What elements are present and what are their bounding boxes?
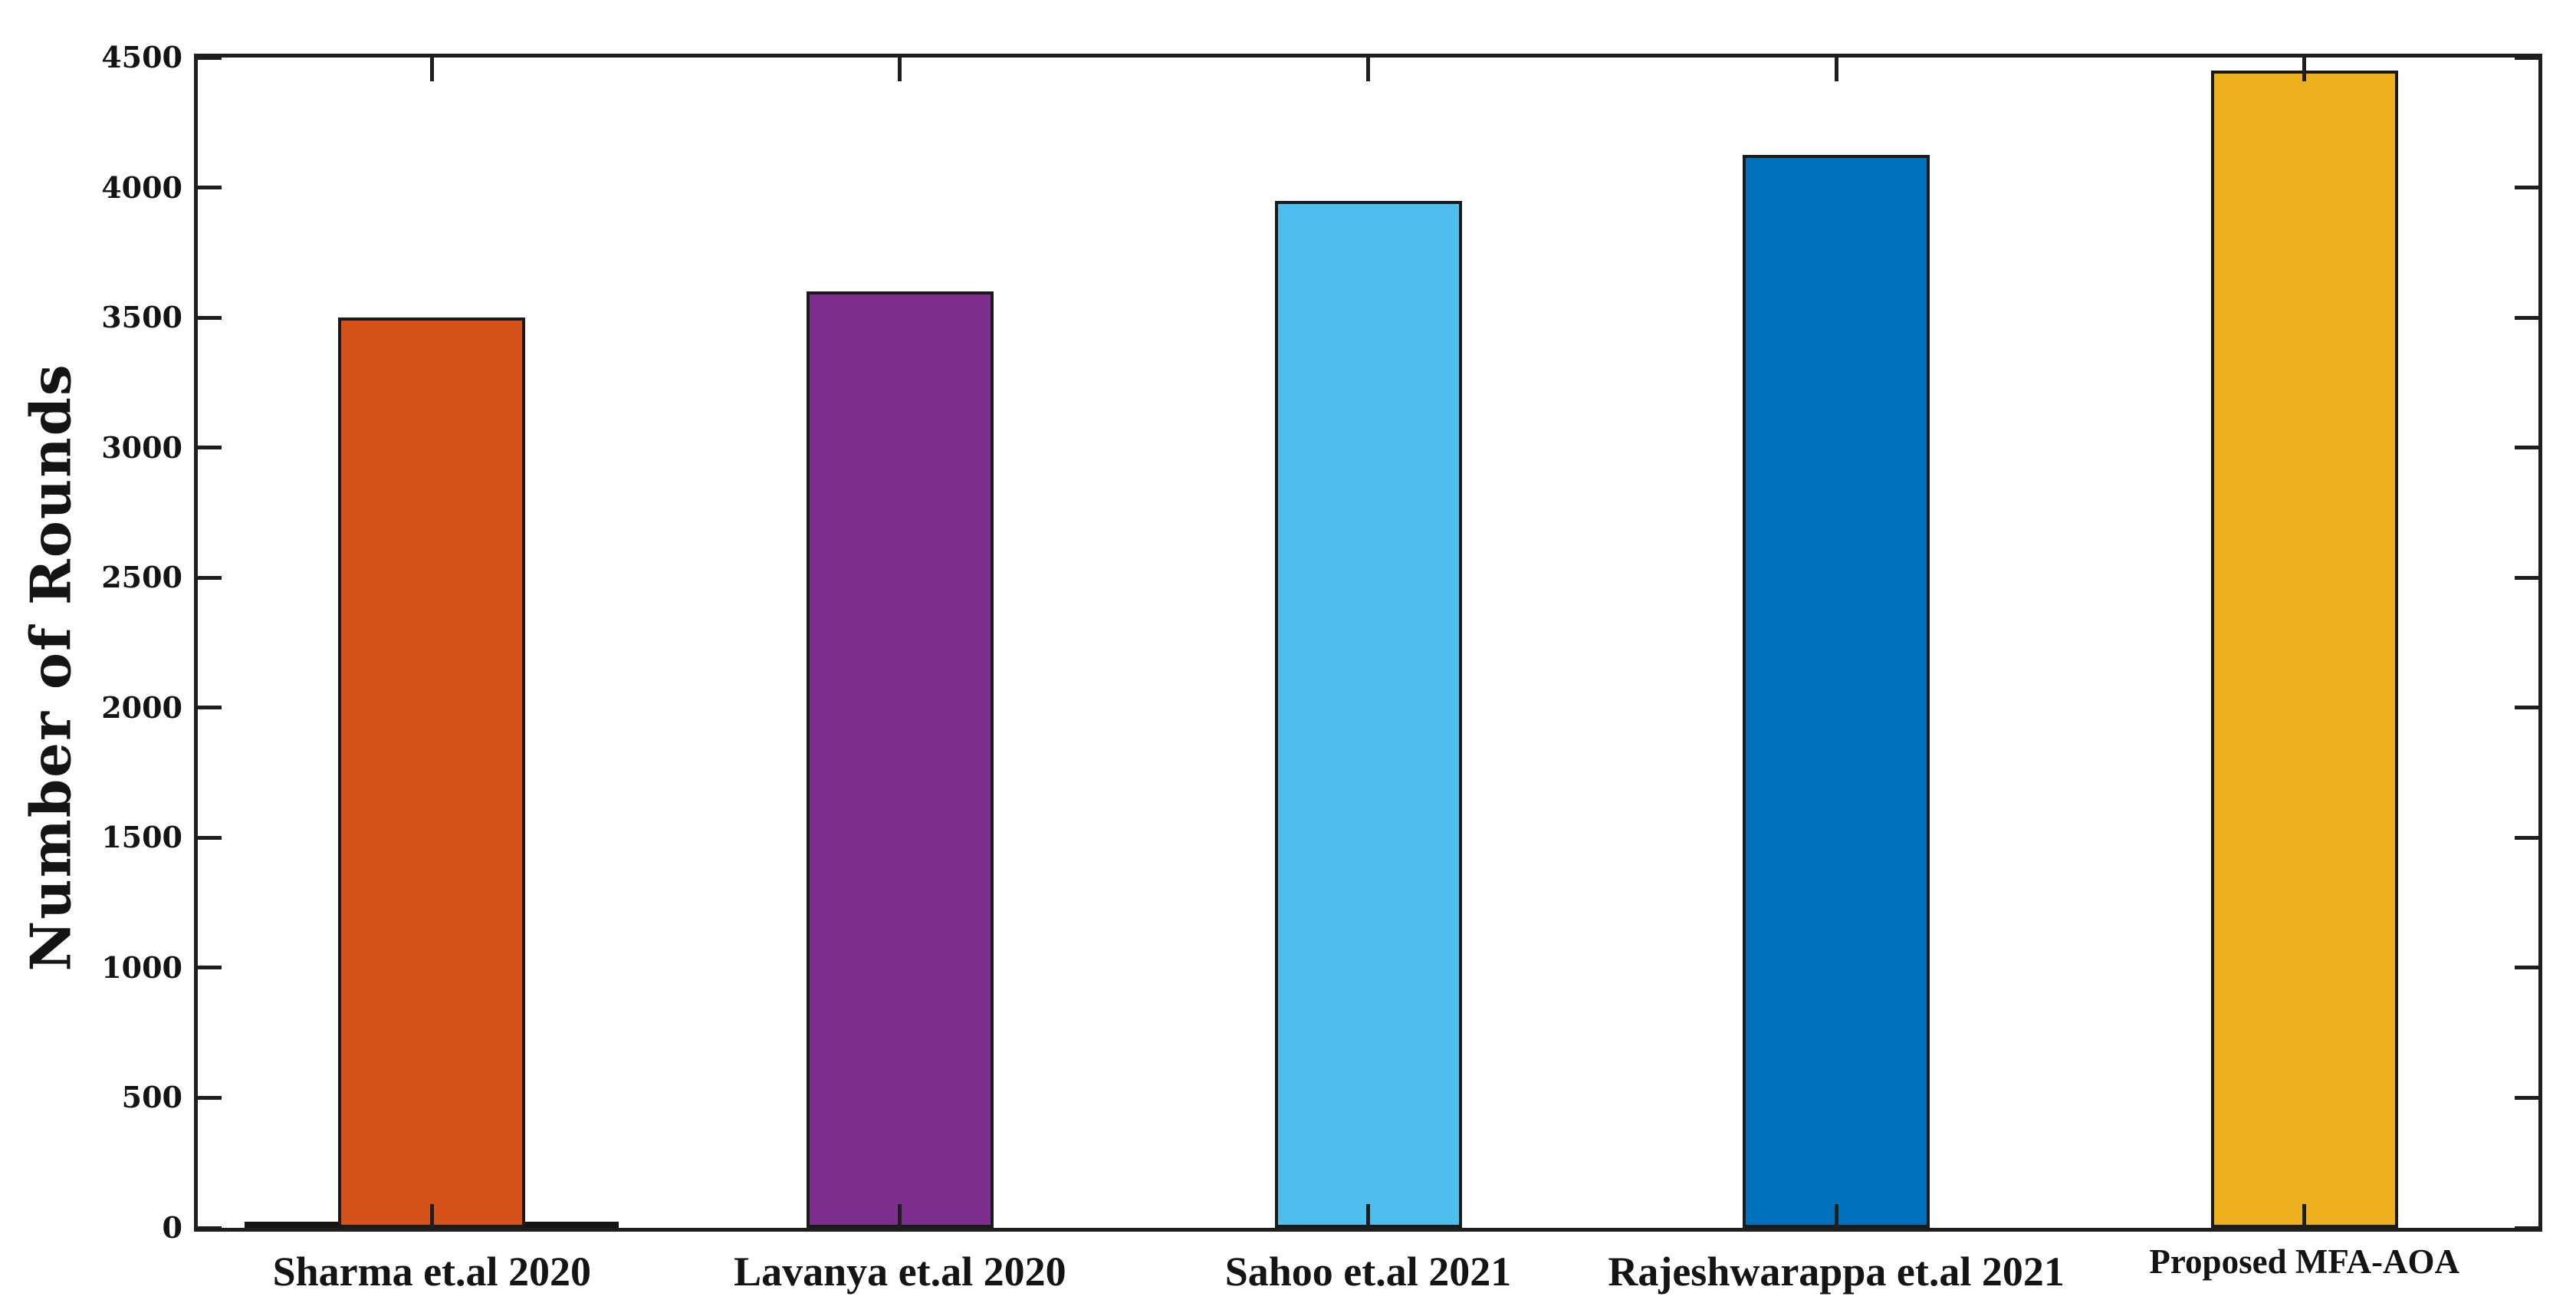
y-tick-mark-left bbox=[198, 315, 222, 320]
x-tick-label: Lavanya et.al 2020 bbox=[734, 1249, 1066, 1295]
y-tick-label: 2000 bbox=[101, 689, 182, 725]
y-tick-mark-right bbox=[2515, 315, 2538, 320]
y-tick-mark-left bbox=[198, 966, 222, 970]
x-tick-mark-bottom bbox=[429, 1204, 434, 1228]
bar bbox=[806, 291, 994, 1228]
bar bbox=[1743, 155, 1930, 1228]
y-tick-label: 0 bbox=[162, 1210, 182, 1245]
y-tick-mark-right bbox=[2515, 835, 2538, 840]
y-tick-mark-right bbox=[2515, 1226, 2538, 1230]
y-tick-mark-left bbox=[198, 55, 222, 60]
y-tick-mark-right bbox=[2515, 1095, 2538, 1100]
y-tick-label: 3000 bbox=[101, 429, 182, 465]
y-tick-mark-left bbox=[198, 575, 222, 580]
x-tick-mark-bottom bbox=[898, 1204, 902, 1228]
bar bbox=[338, 318, 526, 1228]
y-tick-label: 1500 bbox=[101, 820, 182, 855]
bar bbox=[2210, 70, 2398, 1228]
x-tick-label: Rajeshwarappa et.al 2021 bbox=[1608, 1249, 2065, 1295]
y-tick-mark-left bbox=[198, 446, 222, 450]
y-tick-label: 3500 bbox=[101, 300, 182, 335]
y-tick-mark-left bbox=[198, 186, 222, 190]
x-tick-mark-top bbox=[1366, 58, 1370, 81]
y-tick-mark-left bbox=[198, 835, 222, 840]
y-tick-mark-left bbox=[198, 706, 222, 710]
x-tick-mark-top bbox=[429, 58, 434, 81]
y-tick-label: 500 bbox=[121, 1080, 182, 1115]
x-tick-label: Sharma et.al 2020 bbox=[272, 1249, 592, 1295]
y-tick-label: 2500 bbox=[101, 560, 182, 595]
y-tick-mark-right bbox=[2515, 186, 2538, 190]
bar bbox=[1274, 200, 1462, 1228]
y-tick-label: 4500 bbox=[101, 40, 182, 74]
x-tick-label: Sahoo et.al 2021 bbox=[1224, 1249, 1512, 1295]
y-tick-mark-right bbox=[2515, 55, 2538, 60]
y-tick-mark-right bbox=[2515, 446, 2538, 450]
y-tick-mark-left bbox=[198, 1226, 222, 1230]
y-tick-mark-right bbox=[2515, 966, 2538, 970]
y-tick-label: 1000 bbox=[101, 949, 182, 985]
x-tick-label: Proposed MFA-AOA bbox=[2149, 1242, 2459, 1281]
y-tick-mark-right bbox=[2515, 706, 2538, 710]
x-tick-mark-bottom bbox=[1366, 1204, 1370, 1228]
x-tick-mark-bottom bbox=[2302, 1204, 2307, 1228]
y-tick-mark-left bbox=[198, 1095, 222, 1100]
x-tick-mark-bottom bbox=[1834, 1204, 1838, 1228]
y-tick-mark-right bbox=[2515, 575, 2538, 580]
x-tick-mark-top bbox=[898, 58, 902, 81]
x-tick-mark-top bbox=[2302, 58, 2307, 81]
y-tick-label: 4000 bbox=[101, 169, 182, 205]
plot-area: 0 500 1000 1500 2000 2500 3000 3500 4000 4500 Shar… bbox=[101, 43, 2542, 1292]
x-tick-mark-top bbox=[1834, 58, 1838, 81]
